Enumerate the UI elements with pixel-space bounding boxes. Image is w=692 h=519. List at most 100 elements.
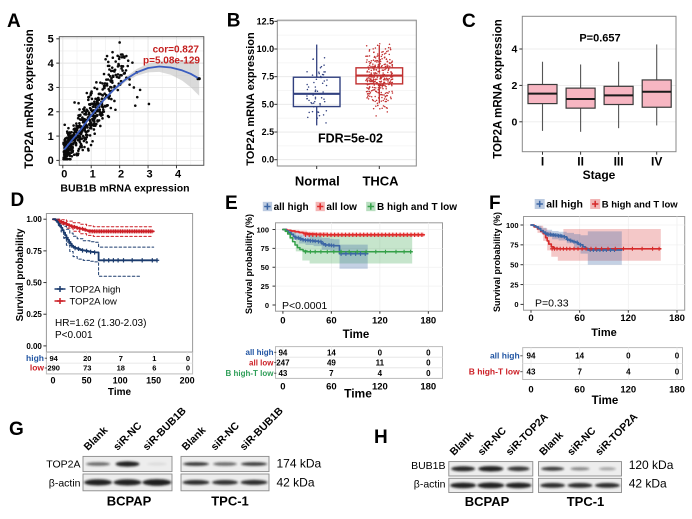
svg-text:all high: all high xyxy=(246,348,274,357)
svg-text:25: 25 xyxy=(261,282,269,291)
svg-text:60: 60 xyxy=(574,385,585,396)
svg-text:E: E xyxy=(225,193,238,214)
svg-text:14: 14 xyxy=(575,352,584,361)
svg-text:7.5: 7.5 xyxy=(262,72,275,82)
svg-text:0: 0 xyxy=(528,385,533,396)
svg-text:P<0.001: P<0.001 xyxy=(55,330,93,341)
svg-text:BCPAP: BCPAP xyxy=(107,494,152,509)
svg-text:1.00: 1.00 xyxy=(26,215,42,224)
svg-text:42 kDa: 42 kDa xyxy=(629,477,667,491)
svg-text:Survival probability: Survival probability xyxy=(15,228,26,321)
svg-text:Normal: Normal xyxy=(295,174,340,189)
svg-text:G: G xyxy=(9,419,24,440)
svg-text:7: 7 xyxy=(119,354,123,363)
svg-text:FDR=5e-02: FDR=5e-02 xyxy=(318,132,383,146)
svg-text:0: 0 xyxy=(48,155,54,167)
svg-text:4: 4 xyxy=(48,58,55,70)
svg-text:50: 50 xyxy=(261,263,269,272)
svg-text:12.5: 12.5 xyxy=(257,16,275,26)
svg-text:100: 100 xyxy=(113,375,128,385)
svg-text:174 kDa: 174 kDa xyxy=(277,457,322,471)
svg-text:18: 18 xyxy=(117,364,125,373)
svg-text:Time: Time xyxy=(108,387,132,398)
svg-text:low: low xyxy=(30,363,45,373)
svg-text:49: 49 xyxy=(327,359,336,368)
svg-text:0.0: 0.0 xyxy=(262,155,275,165)
svg-text:HR=1.62 (1.30-2.03): HR=1.62 (1.30-2.03) xyxy=(55,318,146,329)
svg-text:180: 180 xyxy=(669,385,685,396)
svg-text:60: 60 xyxy=(574,313,585,324)
svg-text:0: 0 xyxy=(426,369,431,378)
svg-text:TOP2A mRNA expression: TOP2A mRNA expression xyxy=(493,19,505,159)
svg-text:C: C xyxy=(462,11,476,32)
svg-text:0: 0 xyxy=(378,349,383,358)
svg-text:0: 0 xyxy=(675,368,680,377)
svg-text:0.00: 0.00 xyxy=(26,342,42,351)
svg-text:6: 6 xyxy=(152,364,156,373)
svg-text:0.50: 0.50 xyxy=(26,279,42,288)
svg-text:all low: all low xyxy=(326,202,357,213)
svg-text:0.25: 0.25 xyxy=(26,310,42,319)
svg-text:0.75: 0.75 xyxy=(26,247,42,256)
svg-text:B high and T low: B high and T low xyxy=(602,200,679,211)
svg-text:5: 5 xyxy=(48,34,54,46)
svg-text:0: 0 xyxy=(626,352,631,361)
svg-text:120: 120 xyxy=(620,385,636,396)
svg-text:0: 0 xyxy=(426,349,431,358)
svg-text:50: 50 xyxy=(82,375,92,385)
svg-text:75: 75 xyxy=(261,244,269,253)
svg-text:50: 50 xyxy=(510,261,518,270)
svg-text:β-actin: β-actin xyxy=(49,477,81,489)
svg-text:TPC-1: TPC-1 xyxy=(211,494,249,509)
svg-text:TOP2A mRNA expression: TOP2A mRNA expression xyxy=(24,29,36,169)
svg-text:TOP2A: TOP2A xyxy=(46,459,80,471)
svg-text:0: 0 xyxy=(186,364,190,373)
svg-text:H: H xyxy=(374,427,388,448)
svg-text:20: 20 xyxy=(83,354,91,363)
svg-text:Survival probability (%): Survival probability (%) xyxy=(244,214,254,314)
svg-text:94: 94 xyxy=(278,349,287,358)
svg-text:Time: Time xyxy=(343,329,370,341)
svg-text:247: 247 xyxy=(276,359,290,368)
svg-text:73: 73 xyxy=(83,364,91,373)
svg-text:120: 120 xyxy=(372,315,388,326)
svg-text:3: 3 xyxy=(147,169,153,181)
svg-text:14: 14 xyxy=(327,349,336,358)
svg-text:BUB1B mRNA expression: BUB1B mRNA expression xyxy=(60,182,189,194)
svg-text:0: 0 xyxy=(265,301,269,310)
svg-text:180: 180 xyxy=(669,313,685,324)
svg-text:A: A xyxy=(7,11,21,32)
svg-text:1: 1 xyxy=(48,131,54,143)
svg-text:Time: Time xyxy=(344,387,372,401)
svg-text:4: 4 xyxy=(378,369,383,378)
svg-text:4: 4 xyxy=(175,169,182,181)
svg-text:120 kDa: 120 kDa xyxy=(629,458,674,472)
svg-text:Time: Time xyxy=(592,395,619,407)
svg-text:75: 75 xyxy=(510,241,518,250)
svg-text:0: 0 xyxy=(675,352,680,361)
svg-text:0: 0 xyxy=(280,315,285,326)
svg-text:0: 0 xyxy=(514,300,518,309)
svg-text:94: 94 xyxy=(50,354,59,363)
svg-text:all high: all high xyxy=(490,351,520,361)
svg-text:III: III xyxy=(614,155,624,169)
svg-text:P=0.33: P=0.33 xyxy=(535,298,569,310)
svg-text:7: 7 xyxy=(577,368,582,377)
svg-text:200: 200 xyxy=(180,375,195,385)
svg-text:2: 2 xyxy=(511,80,517,92)
svg-text:290: 290 xyxy=(47,364,60,373)
svg-text:0: 0 xyxy=(511,116,517,128)
svg-text:3: 3 xyxy=(48,82,54,94)
svg-text:100: 100 xyxy=(506,221,519,230)
svg-text:P=0.657: P=0.657 xyxy=(579,33,620,45)
svg-text:TOP2A high: TOP2A high xyxy=(70,285,121,296)
svg-text:94: 94 xyxy=(527,352,536,361)
svg-text:0: 0 xyxy=(50,375,55,385)
svg-text:all low: all low xyxy=(249,359,274,368)
svg-text:B high-T low: B high-T low xyxy=(226,369,275,378)
svg-text:B high and T low: B high and T low xyxy=(377,202,457,213)
svg-text:BUB1B: BUB1B xyxy=(411,460,445,472)
svg-text:B: B xyxy=(227,11,241,32)
svg-text:0: 0 xyxy=(528,313,533,324)
svg-text:7: 7 xyxy=(329,369,334,378)
